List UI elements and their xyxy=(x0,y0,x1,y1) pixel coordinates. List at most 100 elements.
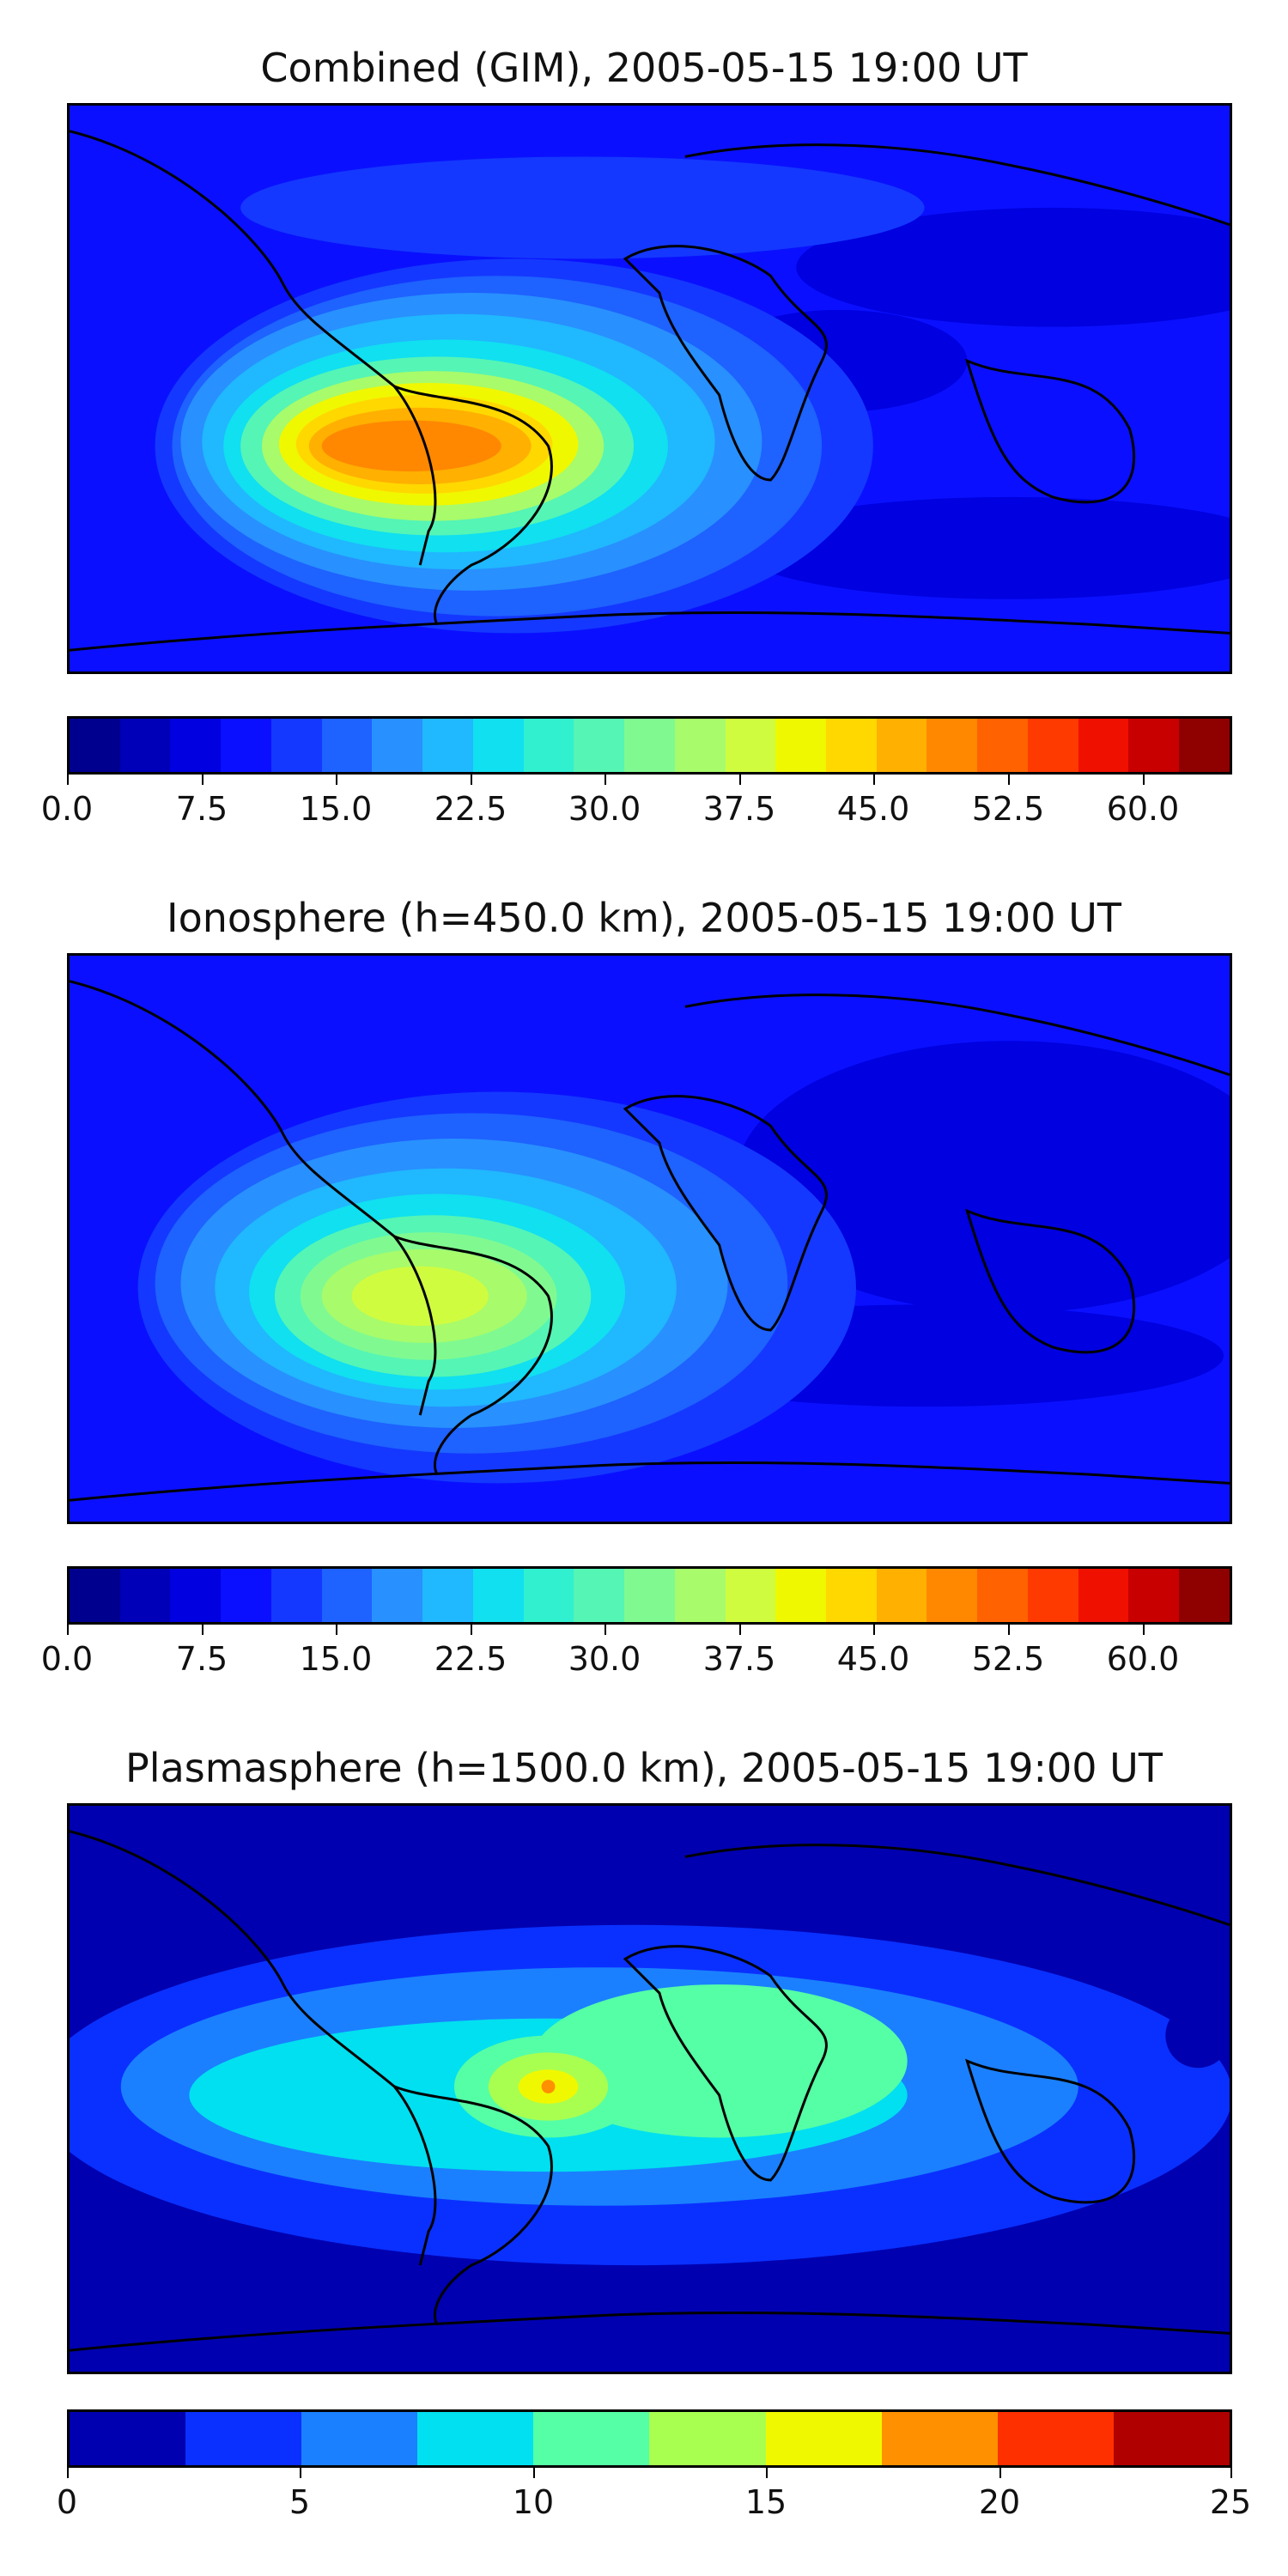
tec-contour-map-plasmasphere xyxy=(70,1806,1230,2372)
colorbar-tick xyxy=(67,1625,69,1635)
colorbar-segment xyxy=(1128,719,1180,772)
colorbar-segment xyxy=(1027,719,1078,772)
coastlines xyxy=(70,1830,1230,2352)
colorbar-segment xyxy=(372,719,423,772)
colorbar-segment xyxy=(1078,1569,1129,1622)
colorbar-segment xyxy=(765,2412,882,2465)
colorbar-segment xyxy=(321,719,373,772)
colorbar-tick-label: 7.5 xyxy=(175,1640,228,1678)
colorbar-ticks-plasmasphere: 0 5 10 15 20 25 xyxy=(57,2468,1251,2521)
map-title-plasmasphere: Plasmasphere (h=1500.0 km), 2005-05-15 1… xyxy=(125,1745,1163,1791)
coastlines xyxy=(70,130,1230,652)
colorbar-segment xyxy=(270,719,322,772)
colorbar-segment xyxy=(1113,2412,1230,2465)
colorbar-segment xyxy=(119,719,171,772)
colorbar-segment xyxy=(649,2412,766,2465)
colorbar-segment xyxy=(372,1569,423,1622)
colorbar-tick xyxy=(605,1625,606,1635)
colorbar-segment xyxy=(674,1569,726,1622)
colorbar-tick-label: 52.5 xyxy=(971,1640,1045,1678)
colorbar-segment xyxy=(1078,719,1129,772)
colorbar-tick xyxy=(873,775,875,785)
colorbar-tick-label: 10 xyxy=(512,2483,555,2521)
colorbar-tick xyxy=(1008,1625,1010,1635)
colorbar-segment xyxy=(1179,719,1230,772)
colorbar-segment xyxy=(523,719,574,772)
colorbar-segment xyxy=(70,1569,120,1622)
map-ionosphere xyxy=(67,953,1232,1524)
colorbar-tick xyxy=(739,775,741,785)
colorbar-segment xyxy=(1179,1569,1230,1622)
colorbar-segment xyxy=(927,1569,978,1622)
colorbar-segment xyxy=(876,1569,927,1622)
colorbar-tick-label: 15.0 xyxy=(299,1640,373,1678)
colorbar-tick-label: 0.0 xyxy=(40,790,94,828)
colorbar-tick-label: 0 xyxy=(56,2483,78,2521)
colorbar-segment xyxy=(826,719,877,772)
colorbar-tick xyxy=(471,775,472,785)
colorbar-segment xyxy=(881,2412,998,2465)
tec-contour-map-combined xyxy=(70,106,1230,671)
colorbar-segment xyxy=(70,2412,186,2465)
colorbar-segment xyxy=(170,1569,222,1622)
colorbar-tick xyxy=(67,2468,69,2478)
colorbar-segment xyxy=(422,719,473,772)
colorbar-tick-label: 7.5 xyxy=(175,790,228,828)
colorbar-tick-label: 22.5 xyxy=(434,790,507,828)
colorbar-segment xyxy=(997,2412,1114,2465)
colorbar-segment xyxy=(725,719,776,772)
colorbar-segment xyxy=(775,1569,827,1622)
colorbar-segment xyxy=(170,719,222,772)
colorbar-segment xyxy=(775,719,827,772)
colorbar-segment xyxy=(119,1569,171,1622)
colorbar-tick xyxy=(202,775,204,785)
colorbar-tick xyxy=(1008,775,1010,785)
colorbar-tick-label: 45.0 xyxy=(836,790,910,828)
colorbar-tick xyxy=(605,775,606,785)
colorbar-segment xyxy=(876,719,927,772)
colorbar-segment xyxy=(826,1569,877,1622)
tec-contour-map-ionosphere xyxy=(70,956,1230,1522)
colorbar-tick xyxy=(766,2468,768,2478)
colorbar-tick-label: 15 xyxy=(744,2483,787,2521)
colorbar-segment xyxy=(977,1569,1028,1622)
colorbar-tick xyxy=(533,2468,535,2478)
colorbar-tick xyxy=(202,1625,204,1635)
colorbar-segment xyxy=(1128,1569,1180,1622)
colorbar-tick-label: 60.0 xyxy=(1106,790,1180,828)
colorbar-tick xyxy=(873,1625,875,1635)
colorbar-segment xyxy=(927,719,978,772)
colorbar-segment xyxy=(70,719,120,772)
colorbar-segment xyxy=(977,719,1028,772)
colorbar-segment xyxy=(574,1569,625,1622)
colorbar-tick xyxy=(67,775,69,785)
colorbar-segment xyxy=(472,1569,524,1622)
colorbar-tick-label: 37.5 xyxy=(702,790,776,828)
colorbar-tick xyxy=(336,1625,337,1635)
colorbar-combined xyxy=(67,716,1232,775)
colorbar-segment xyxy=(321,1569,373,1622)
colorbar-segment xyxy=(574,719,625,772)
colorbar-tick xyxy=(471,1625,472,1635)
colorbar-tick-label: 30.0 xyxy=(568,1640,641,1678)
map-combined xyxy=(67,103,1232,674)
colorbar-plasmasphere xyxy=(67,2409,1232,2468)
colorbar-tick-label: 60.0 xyxy=(1106,1640,1180,1678)
colorbar-segment xyxy=(301,2412,418,2465)
colorbar-tick xyxy=(1143,1625,1145,1635)
colorbar-segment xyxy=(1027,1569,1078,1622)
colorbar-tick-label: 52.5 xyxy=(971,790,1045,828)
colorbar-segment xyxy=(221,719,271,772)
colorbar-segment xyxy=(270,1569,322,1622)
coastlines xyxy=(70,980,1230,1502)
colorbar-segment xyxy=(523,1569,574,1622)
colorbar-tick-label: 25 xyxy=(1209,2483,1252,2521)
colorbar-tick xyxy=(300,2468,301,2478)
colorbar-tick-label: 0.0 xyxy=(40,1640,94,1678)
colorbar-segment xyxy=(472,719,524,772)
colorbar-segment xyxy=(725,1569,776,1622)
colorbar-segment xyxy=(221,1569,271,1622)
colorbar-tick-label: 45.0 xyxy=(836,1640,910,1678)
colorbar-tick xyxy=(336,775,337,785)
map-title-combined: Combined (GIM), 2005-05-15 19:00 UT xyxy=(260,45,1028,91)
